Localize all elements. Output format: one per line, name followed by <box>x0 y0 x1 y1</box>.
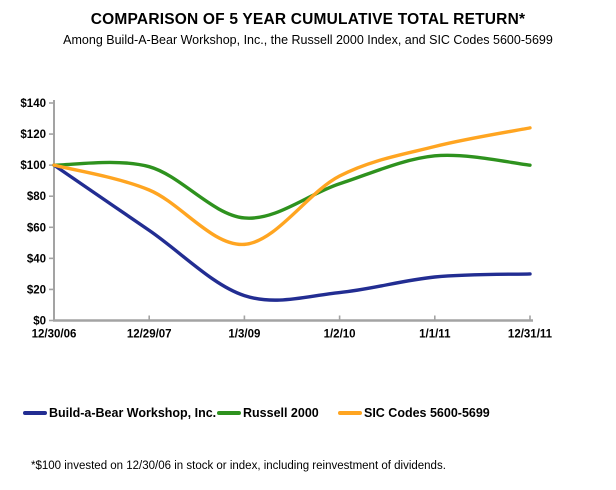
series-line-1 <box>52 153 532 220</box>
chart-canvas: $0 $20 $40 $60 $80 $100 $120 $140 12/30/06 12/29/… <box>20 98 553 341</box>
x-tick-label: 12/30/06 <box>32 329 77 341</box>
legend-item-sic-codes: SIC Codes 5600-5699 <box>338 404 490 422</box>
legend-label-sic-codes: SIC Codes 5600-5699 <box>364 406 490 420</box>
y-tick-label: $140 <box>20 98 46 110</box>
chart-footnote: *$100 invested on 12/30/06 in stock or i… <box>31 460 446 472</box>
legend-label-russell-2000: Russell 2000 <box>243 406 319 420</box>
y-tick-label: $20 <box>27 284 46 296</box>
series-line-2 <box>52 126 532 247</box>
x-tick-label: 1/2/10 <box>324 329 356 341</box>
y-tick-label: $40 <box>27 253 46 265</box>
legend-swatch-green-line-icon <box>217 411 241 415</box>
y-tick-label: $120 <box>20 129 46 141</box>
y-tick-label: $80 <box>27 191 46 203</box>
x-tick-label: 1/1/11 <box>419 329 451 341</box>
chart-title: COMPARISON OF 5 YEAR CUMULATIVE TOTAL RE… <box>90 11 526 28</box>
chart-header: COMPARISON OF 5 YEAR CUMULATIVE TOTAL RE… <box>0 11 616 47</box>
legend-swatch-blue-line-icon <box>23 411 47 415</box>
chart-subtitle: Among Build-A-Bear Workshop, Inc., the R… <box>63 33 553 47</box>
legend-item-russell-2000: Russell 2000 <box>217 404 319 422</box>
x-tick-label: 12/29/07 <box>127 329 172 341</box>
series-line-0 <box>52 163 532 302</box>
legend-label-build-a-bear: Build-a-Bear Workshop, Inc. <box>49 406 217 420</box>
x-tick-label: 12/31/11 <box>508 329 553 341</box>
y-tick-label: $100 <box>20 160 46 172</box>
y-tick-label: $0 <box>33 316 46 328</box>
x-tick-label: 1/3/09 <box>228 329 260 341</box>
y-tick-label: $60 <box>27 222 46 234</box>
legend-swatch-orange-line-icon <box>338 411 362 415</box>
chart-legend: Build-a-Bear Workshop, Inc. Russell 2000… <box>0 404 616 422</box>
legend-item-build-a-bear: Build-a-Bear Workshop, Inc. <box>23 404 216 422</box>
